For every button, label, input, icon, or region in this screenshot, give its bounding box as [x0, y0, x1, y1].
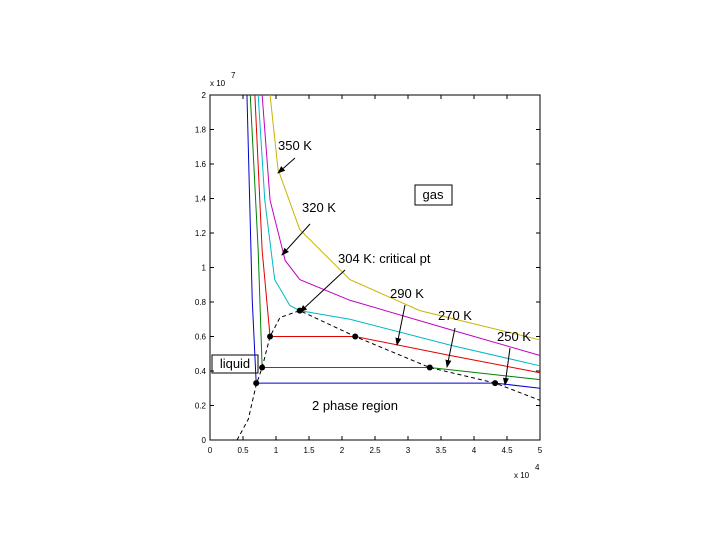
annotation-label: 290 K: [390, 286, 424, 301]
annotation-arrow: [299, 269, 346, 313]
x-tick-label: 2.5: [369, 446, 381, 455]
y-tick-label: 0.6: [195, 333, 207, 342]
annotation-label: 304 K: critical pt: [338, 251, 431, 266]
x-multiplier-exponent: 4: [535, 463, 540, 472]
state-point: [253, 380, 260, 387]
y-tick-label: 0.8: [195, 298, 207, 307]
state-point: [426, 364, 433, 371]
x-tick-label: 0.5: [237, 446, 249, 455]
gas-box: [414, 184, 453, 206]
isotherm-line: [261, 94, 541, 356]
x-tick-label: 2: [340, 446, 345, 455]
annotation-label: 270 K: [438, 308, 472, 323]
annotation-label: 350 K: [278, 138, 312, 153]
x-tick-label: 0: [208, 446, 213, 455]
annotation-label: 320 K: [302, 200, 336, 215]
liquid-box: [211, 354, 259, 374]
annotation-arrow: [502, 347, 511, 386]
y-tick-label: 1.2: [195, 229, 207, 238]
state-point: [259, 364, 266, 371]
y-multiplier: x 10: [210, 79, 226, 88]
annotation-arrow: [445, 327, 456, 368]
y-tick-label: 1.6: [195, 160, 207, 169]
x-tick-label: 4.5: [501, 446, 513, 455]
annotation-arrow: [277, 157, 296, 174]
x-multiplier: x 10: [514, 471, 530, 480]
isotherm-line: [254, 94, 541, 374]
state-point: [267, 333, 274, 340]
annotation-arrow: [281, 223, 311, 256]
isotherm-line: [269, 94, 541, 341]
isotherm-line: [257, 94, 541, 367]
state-point: [352, 333, 359, 340]
y-multiplier-exponent: 7: [231, 71, 236, 80]
two-phase-label: 2 phase region: [312, 398, 398, 413]
gas-label: gas: [423, 187, 444, 202]
x-tick-label: 3: [406, 446, 411, 455]
y-tick-label: 1: [202, 264, 207, 273]
x-tick-label: 3.5: [435, 446, 447, 455]
y-tick-label: 1.4: [195, 195, 207, 204]
y-tick-label: 1.8: [195, 126, 207, 135]
liquid-label: liquid: [220, 356, 250, 371]
isotherm-line: [236, 310, 541, 441]
annotation-arrow: [395, 304, 406, 346]
x-tick-label: 5: [538, 446, 543, 455]
y-tick-label: 2: [202, 91, 207, 100]
annotation-label: 250 K: [497, 329, 531, 344]
y-tick-label: 0: [202, 436, 207, 445]
x-tick-label: 1.5: [303, 446, 315, 455]
y-tick-label: 0.2: [195, 402, 207, 411]
state-point: [492, 380, 499, 387]
x-tick-label: 4: [472, 446, 477, 455]
y-tick-label: 0.4: [195, 367, 207, 376]
x-tick-label: 1: [274, 446, 279, 455]
